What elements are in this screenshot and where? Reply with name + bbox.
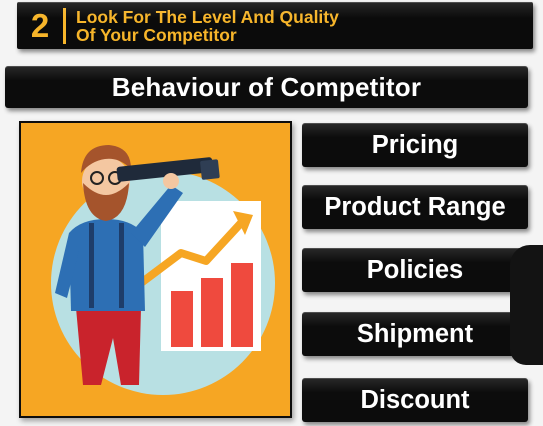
item-policies: Policies [302,248,528,292]
chart-bar-1 [171,291,193,347]
item-shipment: Shipment [302,312,528,356]
step-number: 2 [30,7,50,44]
header-divider [63,7,66,44]
person-beard [83,183,129,221]
trend-arrow-line [138,220,244,287]
chart-bar-3 [231,263,253,347]
person-left-arm [55,233,79,298]
glasses-left [90,171,104,185]
item-product-range: Product Range [302,185,528,229]
businessman-telescope-illustration [51,145,275,395]
person-trousers [76,308,141,385]
person-right-arm [131,185,183,247]
presenter-silhouette [510,245,543,365]
person-shirt [69,219,145,311]
section-heading: Behaviour of Competitor [5,66,528,108]
title-line-2: Of Your Competitor [76,24,237,45]
telescope-lens [200,159,220,180]
telescope-icon [116,157,214,182]
competitor-illustration [19,121,292,418]
person-hair [81,145,131,173]
item-pricing: Pricing [302,123,528,167]
person-suspender-right [119,223,124,308]
title-line-1: Look For The Level And Quality [76,6,339,27]
chart-bar-2 [201,278,223,347]
trend-arrow-head [233,211,253,235]
item-discount: Discount [302,378,528,422]
title-text: Look For The Level And Quality Of Your C… [76,8,339,44]
person-suspender-left [89,223,94,308]
title-banner: 2 Look For The Level And Quality Of Your… [17,2,533,49]
person-hand [163,173,179,189]
